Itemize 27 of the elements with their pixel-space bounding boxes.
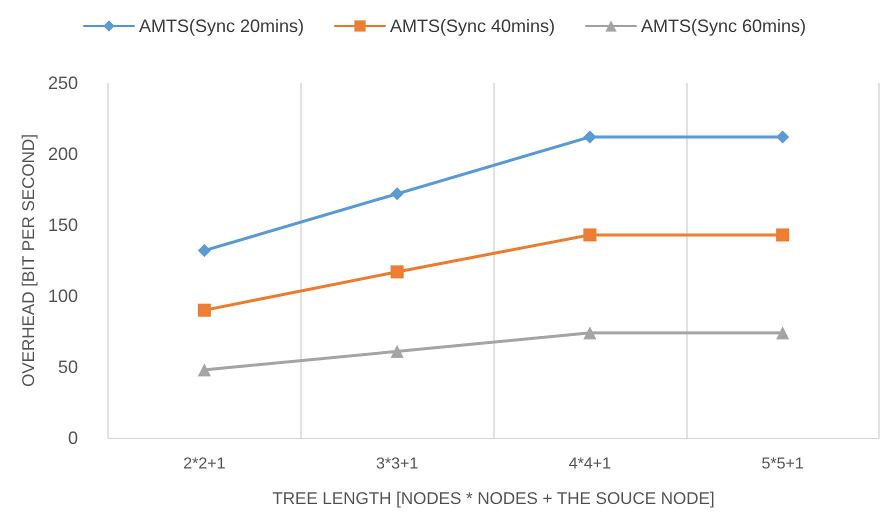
y-tick-label: 50 — [58, 357, 78, 377]
y-tick-label: 200 — [48, 144, 78, 164]
point — [583, 130, 596, 144]
point — [198, 244, 211, 258]
x-tick-label: 2*2+1 — [183, 456, 226, 472]
x-axis-title: TREE LENGTH [NODES * NODES + THE SOUCE NODE] — [272, 489, 715, 508]
point — [198, 304, 211, 317]
point — [776, 130, 790, 144]
y-tick-label: 150 — [48, 215, 78, 235]
x-tick-label: 4*4+1 — [568, 456, 612, 472]
legend-label: AMTS(Sync 60mins) — [641, 16, 806, 36]
y-tick-label: 100 — [48, 286, 78, 306]
legend-label: AMTS(Sync 40mins) — [390, 16, 556, 36]
point — [198, 363, 211, 376]
point — [583, 326, 596, 340]
point — [390, 265, 404, 278]
point — [776, 326, 790, 340]
point — [390, 187, 404, 200]
y-tick-label: 0 — [68, 428, 78, 448]
y-tick-label: 250 — [48, 73, 78, 93]
point — [390, 344, 404, 358]
point — [776, 228, 790, 242]
x-tick-label: 3*3+1 — [376, 456, 418, 472]
point — [583, 228, 596, 242]
y-axis-title: OVERHEAD [BIT PER SECOND] — [19, 134, 38, 387]
x-tick-label: 5*5+1 — [761, 456, 804, 472]
legend-label: AMTS(Sync 20mins) — [138, 16, 304, 36]
